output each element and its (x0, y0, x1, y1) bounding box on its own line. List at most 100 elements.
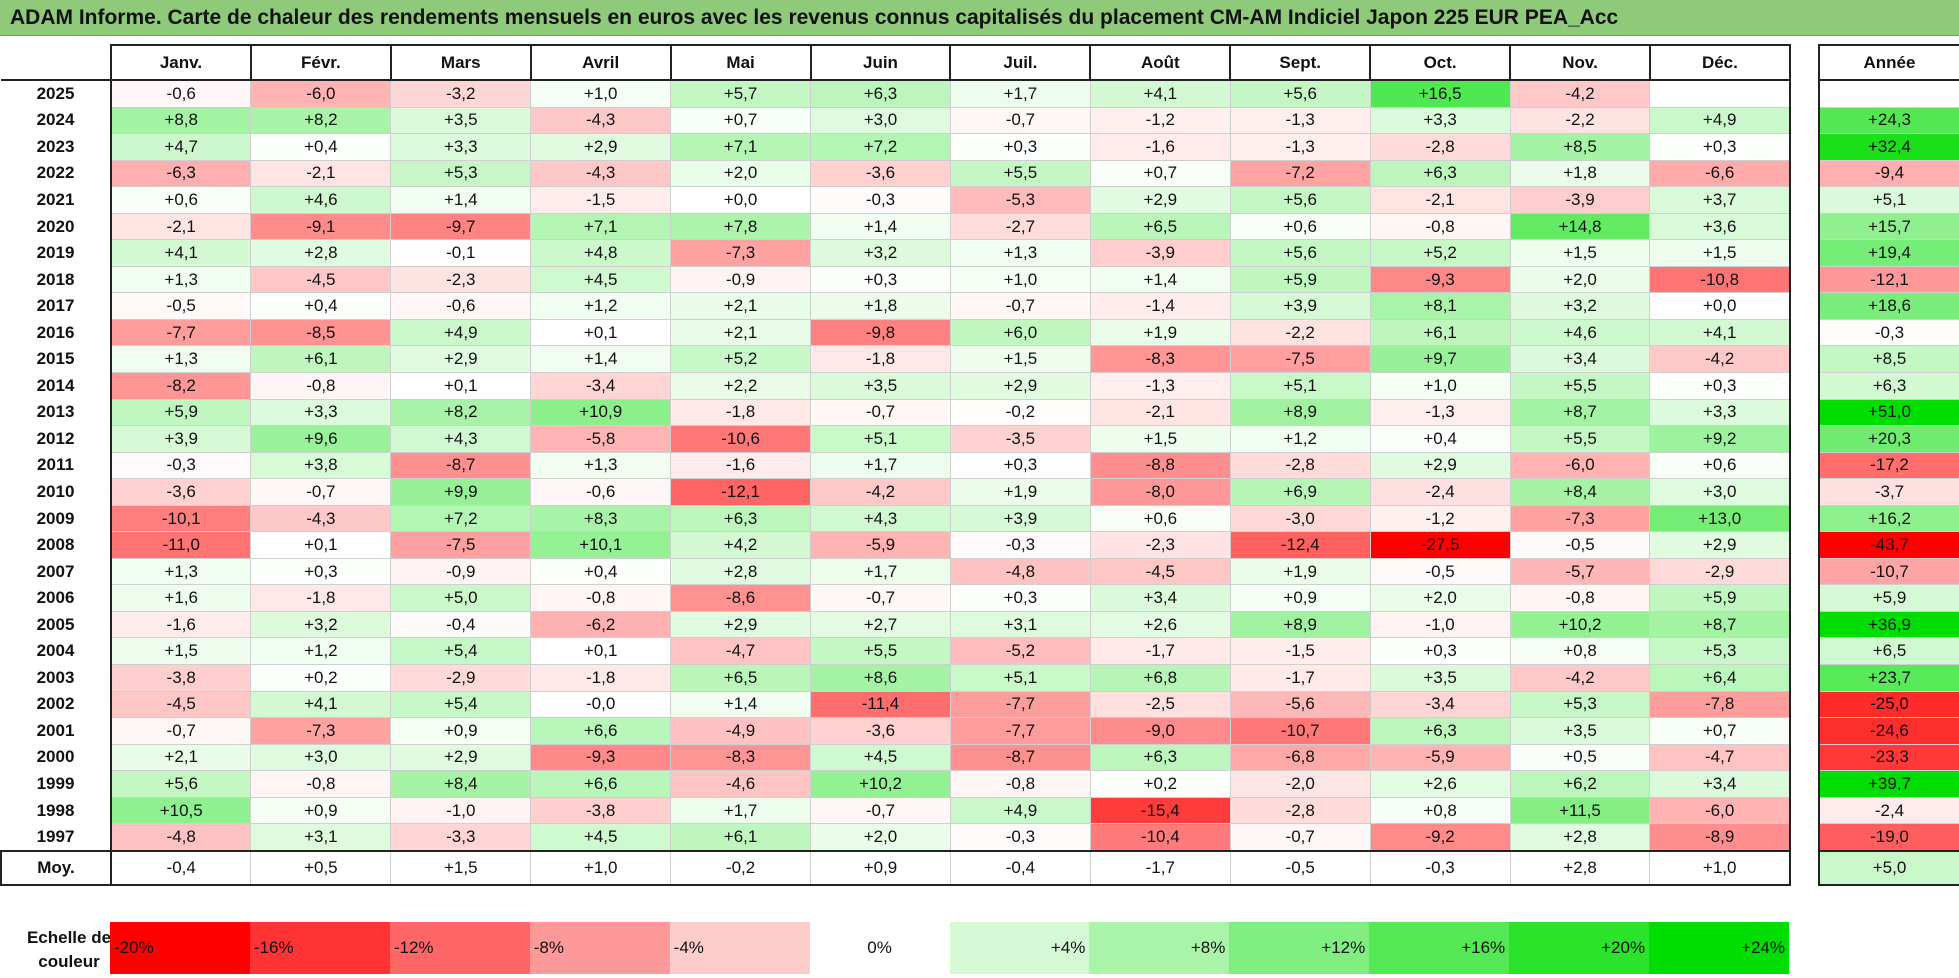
heatmap-cell: +3,3 (1369, 106, 1511, 135)
heatmap-cell: +3,2 (1509, 292, 1651, 320)
heatmap-cell: +0,4 (250, 292, 392, 320)
heatmap-cell: +10,1 (530, 531, 672, 559)
year-label: 2020 (1, 213, 112, 240)
annual-cell: +6,5 (1818, 637, 1959, 666)
heatmap-cell: +4,1 (1649, 318, 1791, 347)
color-scale-stop: -12% (389, 922, 530, 974)
heatmap-cell: +8,8 (110, 106, 252, 135)
heatmap-cell: -4,3 (530, 106, 672, 135)
annual-cell: -3,7 (1818, 478, 1959, 506)
heatmap-cell: +8,9 (1229, 610, 1371, 639)
color-scale-stop: -4% (669, 922, 810, 974)
heatmap-cell: -0,7 (110, 717, 252, 745)
month-header: Mai (669, 44, 812, 81)
annual-cell (1818, 78, 1959, 108)
heatmap-cell: +6,1 (1369, 318, 1511, 347)
heatmap-cell: +1,7 (670, 796, 812, 825)
heatmap-cell: -8,3 (670, 743, 812, 772)
heatmap-cell: +0,1 (390, 372, 532, 400)
heatmap-cell: -3,4 (1369, 690, 1511, 719)
heatmap-row: 2006 +1,6 -1,8 +5,0 -0,8 -8,6 -0,7 +0,3 +3,4 +0,9… (1, 584, 1791, 612)
heatmap-cell: -1,8 (670, 398, 812, 427)
heatmap-cell: +0,7 (1089, 159, 1231, 188)
heatmap-cell: -7,3 (250, 717, 392, 745)
heatmap-cell: +2,8 (1509, 823, 1651, 852)
heatmap-row: 1997 -4,8 +3,1 -3,3 +4,5 +6,1 +2,0 -0,3 -10,4 -0,… (1, 823, 1791, 852)
heatmap-cell: -8,3 (1089, 345, 1231, 374)
report-title: ADAM Informe. Carte de chaleur des rende… (0, 0, 1959, 36)
heatmap-cell: +2,0 (810, 823, 951, 852)
heatmap-cell: -1,7 (1089, 637, 1231, 666)
heatmap-cell: +6,0 (949, 318, 1091, 347)
heatmap-row: 2013 +5,9 +3,3 +8,2 +10,9 -1,8 -0,7 -0,2 -2,1 +8,… (1, 398, 1791, 427)
heatmap-cell: -0,9 (390, 557, 532, 586)
heatmap-cell: -3,8 (530, 796, 672, 825)
year-label: 2018 (1, 266, 112, 293)
heatmap-row: 2016 -7,7 -8,5 +4,9 +0,1 +2,1 -9,8 +6,0 +1,9 -2,2… (1, 318, 1791, 347)
heatmap-cell: -9,1 (250, 212, 392, 241)
year-label: 2017 (1, 292, 112, 320)
heatmap-cell: +5,2 (1369, 239, 1511, 267)
heatmap-cell: +2,8 (670, 557, 812, 586)
annual-cell: +32,4 (1818, 133, 1959, 161)
heatmap-cell: +7,1 (670, 133, 812, 161)
year-label: 2003 (1, 664, 112, 692)
annual-cell: -43,7 (1818, 531, 1959, 559)
heatmap-cell: +3,6 (1649, 212, 1791, 241)
heatmap-cell: +14,8 (1509, 212, 1651, 241)
annual-header: Année (1818, 44, 1959, 81)
annual-cell: +5,9 (1818, 584, 1959, 612)
heatmap-cell: +5,3 (390, 159, 532, 188)
heatmap-cell: +4,2 (670, 531, 812, 559)
month-header: Avril (529, 44, 672, 81)
heatmap-cell: -4,2 (1649, 345, 1791, 374)
heatmap-cell: +2,2 (670, 372, 812, 400)
heatmap-cell: -2,3 (1089, 531, 1231, 559)
heatmap-cell: -5,8 (530, 425, 672, 453)
heatmap-row: 2019 +4,1 +2,8 -0,1 +4,8 -7,3 +3,2 +1,3 -3,9 +5,6… (1, 239, 1791, 267)
heatmap-cell: -5,3 (949, 186, 1091, 214)
heatmap-cell: -1,3 (1229, 133, 1371, 161)
heatmap-cell: -0,7 (1229, 823, 1371, 852)
heatmap-cell: +1,0 (530, 78, 672, 108)
heatmap-cell: -0,8 (1369, 212, 1511, 241)
heatmap-cell: +0,2 (1089, 770, 1231, 798)
heatmap-cell: +0,6 (110, 186, 252, 214)
heatmap-cell: +0,0 (1649, 292, 1791, 320)
heatmap-cell: +10,2 (1509, 610, 1651, 639)
average-cell: -0,5 (1229, 849, 1371, 886)
heatmap-cell: -7,3 (670, 239, 812, 267)
heatmap-cell: +3,0 (1649, 478, 1791, 506)
heatmap-cell: -0,0 (530, 690, 672, 719)
color-scale-legend: Echelle de couleur -20% -16% -12% -8% -4% 0% +… (0, 922, 1789, 978)
month-header: Déc. (1648, 44, 1791, 81)
heatmap-cell: +2,8 (250, 239, 392, 267)
average-cell: -0,4 (110, 849, 252, 886)
heatmap-cell: -2,9 (1649, 557, 1791, 586)
heatmap-cell: -4,3 (530, 159, 672, 188)
heatmap-cell: -7,5 (1229, 345, 1371, 374)
heatmap-cell: +6,1 (670, 823, 812, 852)
heatmap-cell: +5,1 (810, 425, 951, 453)
heatmap-cell: +3,2 (250, 610, 392, 639)
heatmap-cell: +6,3 (1089, 743, 1231, 772)
heatmap-row: 2004 +1,5 +1,2 +5,4 +0,1 -4,7 +5,5 -5,2 -1,7 -1,5… (1, 637, 1791, 666)
heatmap-cell: -4,2 (1509, 78, 1651, 108)
heatmap-cell: -1,7 (1229, 664, 1371, 692)
heatmap-cell: -8,5 (250, 318, 392, 347)
annual-cell: +51,0 (1818, 398, 1959, 427)
year-label: 2008 (1, 531, 112, 559)
heatmap-cell: +2,1 (670, 292, 812, 320)
heatmap-cell: -5,6 (1229, 690, 1371, 719)
heatmap-cell: -6,3 (110, 159, 252, 188)
heatmap-cell: +5,7 (670, 78, 812, 108)
average-cell: -1,7 (1089, 849, 1231, 886)
annual-cell: -19,0 (1818, 823, 1959, 852)
heatmap-cell: +1,5 (1509, 239, 1651, 267)
heatmap-cell: -10,1 (110, 504, 252, 533)
heatmap-cell: +3,5 (390, 106, 532, 135)
heatmap-cell: -8,2 (110, 372, 252, 400)
heatmap-cell: -2,8 (1229, 796, 1371, 825)
heatmap-cell: +0,5 (1509, 743, 1651, 772)
year-label: 2010 (1, 478, 112, 506)
